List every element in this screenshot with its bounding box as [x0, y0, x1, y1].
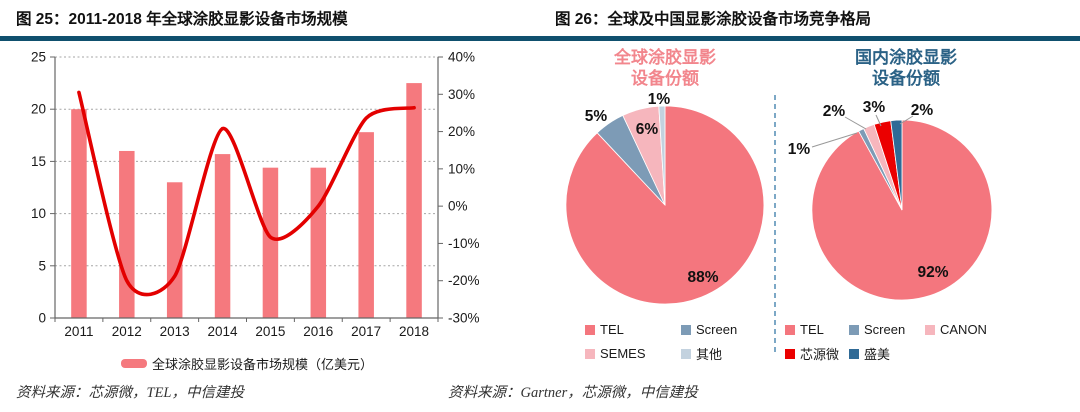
right-axis-tick-label: -10%	[448, 236, 480, 251]
left-axis-tick-label: 0	[38, 311, 46, 326]
x-axis-category-label: 2012	[112, 324, 142, 339]
pie-data-label: 88%	[687, 269, 718, 286]
left-axis-tick-label: 20	[31, 102, 46, 117]
right-axis-tick-label: 20%	[448, 124, 475, 139]
legend-swatch	[585, 348, 595, 359]
x-axis-category-label: 2016	[303, 324, 333, 339]
bar-2013	[166, 182, 183, 318]
fig25-source: 资料来源：芯源微，TEL，中信建投	[16, 385, 244, 401]
legend-swatch	[849, 348, 859, 359]
fig26-source: 资料来源：Gartner，芯源微，中信建投	[448, 385, 698, 401]
legend-label: CANON	[940, 322, 987, 337]
pie-data-label: 2%	[911, 102, 934, 119]
legend-swatch	[925, 324, 935, 335]
pie-data-label: 3%	[863, 99, 886, 116]
x-axis-category-label: 2015	[255, 324, 285, 339]
legend-swatch	[681, 324, 691, 335]
pie-slice-其他	[658, 105, 666, 206]
pie-label-leader	[844, 116, 867, 130]
legend-item: SEMES	[585, 344, 681, 363]
legend-label: Screen	[696, 322, 738, 337]
legend-swatch	[585, 324, 595, 335]
legend-item: Screen	[849, 322, 925, 337]
fig25-title: 图 25：2011-2018 年全球涂胶显影设备市场规模	[16, 11, 348, 28]
legend-label: SEMES	[600, 346, 646, 361]
legend-swatch	[681, 348, 691, 359]
pie-label-leader	[875, 114, 882, 127]
pie-data-label: 1%	[648, 91, 671, 108]
bar-2018	[406, 83, 422, 318]
right-axis-tick-label: -20%	[448, 273, 480, 288]
bar-2012	[119, 150, 135, 318]
legend-swatch	[849, 324, 859, 335]
legend-item: 全球涂胶显影设备市场规模（亿美元）	[120, 354, 373, 373]
global-pie-title: 全球涂胶显影 设备份额	[614, 48, 716, 88]
legend-swatch	[120, 359, 147, 368]
domestic-pie-legend: TEL Screen CANON 芯源微 盛美	[785, 322, 987, 363]
fig25-legend: 全球涂胶显影设备市场规模（亿美元）	[0, 354, 494, 373]
right-axis-tick-label: 0%	[448, 199, 468, 214]
pie-slice-盛美	[890, 119, 903, 211]
legend-swatch	[785, 324, 795, 335]
x-axis-category-label: 2014	[208, 324, 239, 339]
x-axis-category-label: 2013	[160, 324, 190, 339]
legend-item: CANON	[925, 322, 987, 337]
bar-2011	[71, 109, 87, 318]
left-axis-tick-label: 5	[38, 258, 46, 273]
legend-label: TEL	[600, 322, 624, 337]
left-axis-tick-label: 10	[31, 206, 46, 221]
pie-label-leader	[811, 132, 858, 148]
pie-data-label: 1%	[788, 141, 811, 158]
bar-2015	[262, 167, 279, 318]
bar-2014	[214, 154, 231, 318]
legend-swatch	[785, 348, 795, 359]
legend-label: Screen	[864, 322, 906, 337]
right-axis-tick-label: -30%	[448, 311, 480, 326]
bar-2017	[358, 132, 374, 318]
right-axis-tick-label: 40%	[448, 50, 475, 65]
domestic-pie-title: 国内涂胶显影 设备份额	[855, 48, 957, 88]
right-axis-tick-label: 10%	[448, 161, 475, 176]
legend-item: TEL	[785, 322, 849, 337]
bar-2016	[310, 167, 327, 318]
header-rule	[0, 36, 1080, 41]
growth-line	[77, 90, 416, 297]
fig26-title: 图 26：全球及中国显影涂胶设备市场竞争格局	[555, 11, 872, 28]
left-axis-tick-label: 25	[31, 50, 46, 65]
legend-item: 盛美	[849, 344, 925, 363]
legend-item: TEL	[585, 322, 681, 337]
pie-label-leader	[899, 115, 914, 125]
x-axis-category-label: 2011	[64, 324, 93, 339]
pie-data-label: 6%	[636, 121, 659, 138]
x-axis-category-label: 2018	[399, 324, 429, 339]
pie-data-label: 2%	[823, 103, 846, 120]
legend-item: Screen	[681, 322, 737, 337]
left-axis-tick-label: 15	[31, 154, 46, 169]
legend-label: TEL	[800, 322, 824, 337]
right-axis-tick-label: 30%	[448, 87, 475, 102]
x-axis-category-label: 2017	[351, 324, 381, 339]
legend-label: 盛美	[864, 347, 891, 362]
legend-label: 芯源微	[800, 347, 840, 362]
legend-label: 其他	[696, 347, 723, 362]
pie-data-label: 5%	[585, 108, 608, 125]
legend-label: 全球涂胶显影设备市场规模（亿美元）	[151, 357, 373, 372]
legend-item: 其他	[681, 344, 737, 363]
legend-item: 芯源微	[785, 344, 849, 363]
global-pie-legend: TEL Screen SEMES 其他	[585, 322, 737, 363]
pie-data-label: 92%	[917, 264, 948, 281]
